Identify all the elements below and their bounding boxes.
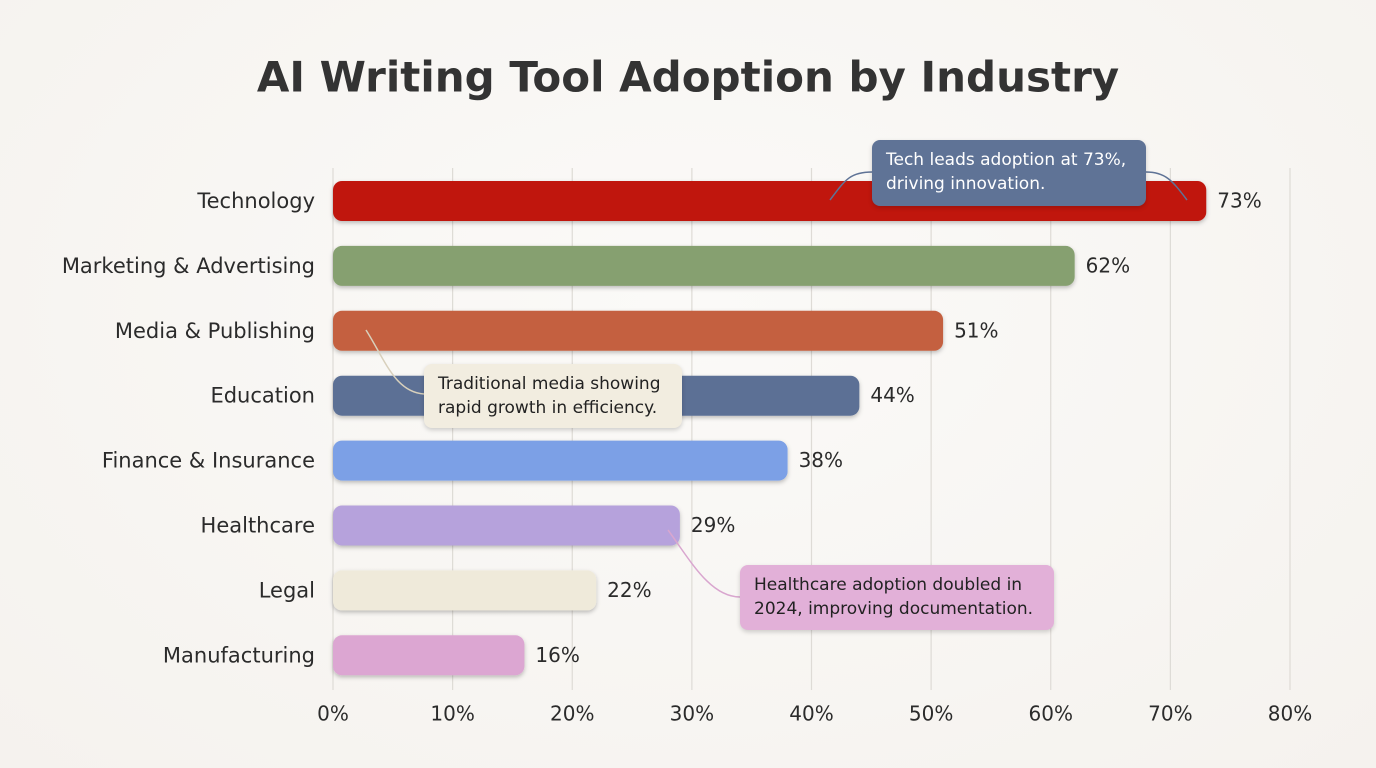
bar (333, 310, 944, 351)
value-label: 51% (954, 318, 998, 342)
annotation: Traditional media showing rapid growth i… (424, 364, 682, 428)
x-tick-label: 0% (317, 702, 349, 726)
y-tick-label: Technology (196, 189, 315, 213)
annotation: Healthcare adoption doubled in 2024, imp… (740, 565, 1054, 630)
x-tick-label: 40% (789, 702, 833, 726)
y-tick-label: Healthcare (201, 514, 315, 538)
x-tick-label: 30% (670, 702, 714, 726)
bar (333, 635, 525, 676)
bar (333, 245, 1075, 286)
x-tick-label: 80% (1268, 702, 1312, 726)
x-tick-label: 10% (430, 702, 474, 726)
y-tick-label: Manufacturing (163, 643, 315, 667)
y-tick-label: Finance & Insurance (102, 449, 315, 473)
value-label: 73% (1217, 189, 1261, 213)
y-tick-label: Education (210, 384, 315, 408)
bar (333, 440, 788, 481)
x-tick-label: 60% (1029, 702, 1073, 726)
y-tick-label: Media & Publishing (115, 319, 315, 343)
y-tick-label: Legal (259, 578, 315, 602)
value-label: 22% (607, 578, 651, 602)
x-tick-label: 50% (909, 702, 953, 726)
value-label: 38% (799, 448, 843, 472)
value-label: 62% (1086, 253, 1130, 277)
x-tick-label: 70% (1148, 702, 1192, 726)
value-label: 44% (870, 383, 914, 407)
value-label: 29% (691, 513, 735, 537)
connector (829, 171, 873, 201)
annotation: Tech leads adoption at 73%, driving inno… (872, 140, 1146, 206)
bar (333, 570, 597, 611)
connector (667, 529, 741, 598)
x-tick-label: 20% (550, 702, 594, 726)
chart-title: AI Writing Tool Adoption by Industry (257, 53, 1119, 102)
value-label: 16% (535, 643, 579, 667)
connector (365, 329, 425, 395)
y-tick-label: Marketing & Advertising (62, 254, 315, 278)
connector (1145, 171, 1188, 201)
bar (333, 505, 680, 546)
